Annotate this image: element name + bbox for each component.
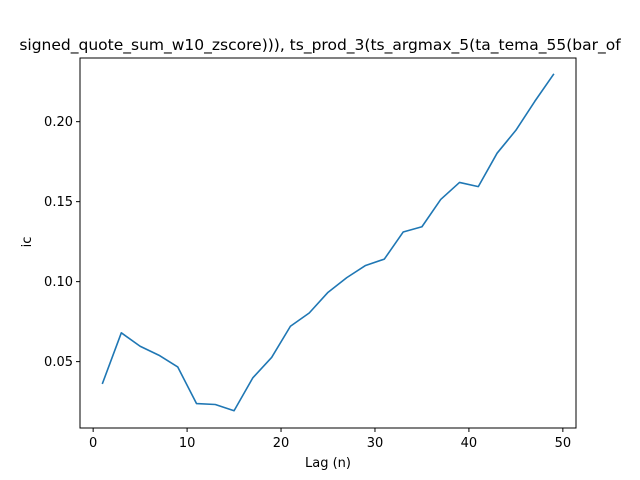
x-tick-label: 20 [273, 436, 290, 451]
x-tick-label: 30 [367, 436, 384, 451]
x-tick-label: 50 [555, 436, 572, 451]
y-tick-label: 0.10 [44, 275, 73, 290]
x-tick-label: 40 [461, 436, 478, 451]
chart-title: signed_quote_sum_w10_zscore))), ts_prod_… [19, 36, 621, 55]
series-line [101, 73, 555, 412]
plot-area [101, 73, 555, 412]
y-axis: 0.05 0.10 0.15 0.20 [44, 115, 80, 370]
y-axis-label: ic [20, 237, 35, 248]
x-tick-label: 10 [179, 436, 196, 451]
y-tick-label: 0.15 [44, 195, 73, 210]
y-tick-label: 0.20 [44, 115, 73, 130]
x-axis: 0 10 20 30 40 50 [89, 428, 571, 451]
y-tick-label: 0.05 [44, 355, 73, 370]
x-axis-label: Lag (n) [305, 456, 351, 471]
x-tick-label: 0 [89, 436, 97, 451]
plot-frame [79, 57, 577, 429]
